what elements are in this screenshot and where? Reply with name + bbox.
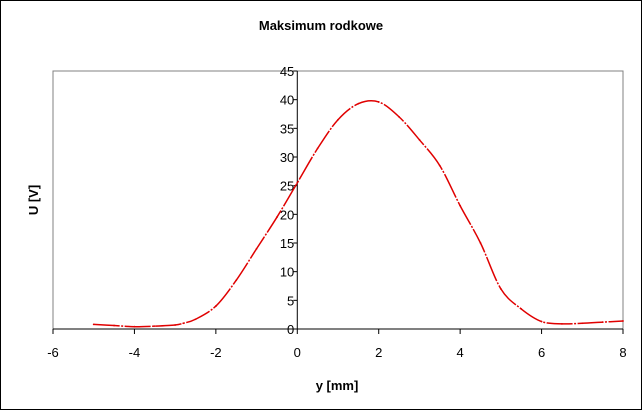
data-point [540, 320, 543, 323]
series-line [93, 100, 624, 328]
x-tick-label: -2 [210, 345, 222, 360]
data-point [235, 279, 238, 282]
x-tick-label: 4 [457, 345, 464, 360]
data-point [357, 102, 360, 105]
data-point [316, 147, 319, 150]
data-point [337, 118, 339, 121]
plot-area [52, 70, 624, 330]
data-point [459, 204, 462, 207]
y-axis-label: U [V] [26, 185, 41, 215]
data-point [561, 322, 563, 325]
x-axis: -6 -4 -2 0 2 4 6 8 [47, 328, 627, 360]
y-tick-label: 15 [280, 236, 294, 251]
y-tick-label: 5 [287, 293, 294, 308]
x-tick-label: 6 [538, 345, 545, 360]
data-point [133, 325, 136, 328]
data-point [113, 324, 115, 327]
y-tick-label: 10 [280, 265, 294, 280]
data-point [398, 115, 400, 118]
data-point [438, 164, 441, 167]
y-tick-label: 20 [280, 207, 294, 222]
y-tick-label: 45 [280, 64, 294, 79]
data-point [479, 242, 482, 244]
y-tick-label: 30 [280, 150, 294, 165]
y-tick-label: 25 [280, 179, 294, 194]
x-tick-label: 8 [619, 345, 626, 360]
data-point [622, 320, 624, 322]
series-layer [92, 100, 624, 328]
data-point [499, 287, 502, 290]
data-point [418, 138, 421, 141]
chart-title: Maksimum rodkowe [259, 18, 383, 33]
data-point [377, 101, 380, 103]
x-tick-label: -6 [47, 345, 59, 360]
data-point [194, 318, 197, 321]
data-point [255, 247, 258, 250]
data-point [214, 305, 217, 307]
x-tick-label: 2 [375, 345, 382, 360]
data-point [581, 322, 584, 325]
data-point [601, 321, 604, 324]
x-tick-label: 0 [294, 345, 301, 360]
data-point [520, 308, 523, 310]
data-point [182, 322, 185, 325]
data-point [174, 324, 177, 326]
x-axis-label: y [mm] [316, 378, 359, 393]
data-point [153, 325, 156, 328]
y-tick-label: 40 [280, 93, 294, 108]
data-point [296, 181, 299, 184]
data-point [276, 216, 278, 219]
y-tick-label: 35 [280, 121, 294, 136]
data-point [92, 323, 95, 326]
x-tick-label: -4 [129, 345, 141, 360]
